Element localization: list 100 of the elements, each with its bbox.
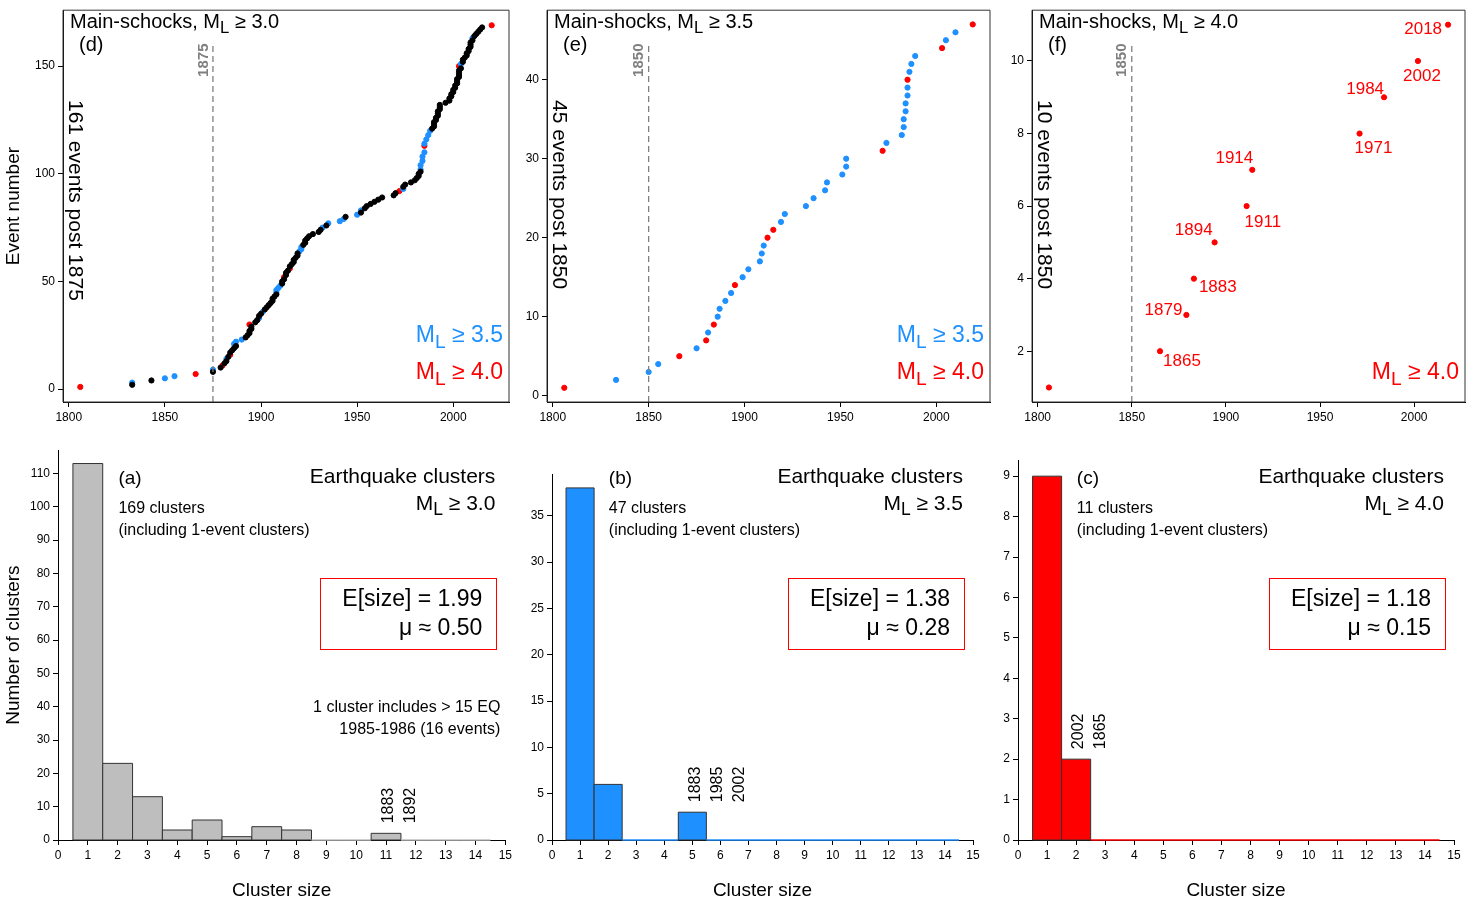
- x-tick-label: 15: [1447, 847, 1461, 862]
- x-tick-label: 9: [323, 847, 331, 862]
- x-tick-label: 8: [293, 847, 301, 862]
- annotation: E[size] = 1.18: [1291, 585, 1431, 612]
- annotation: 1892: [401, 787, 419, 824]
- y-tick-label: 0: [532, 387, 540, 402]
- annotation: 1985-1986 (16 events): [339, 720, 501, 738]
- y-tick-label: 4: [1003, 670, 1011, 685]
- x-tick-label: 1950: [827, 409, 855, 424]
- x-tick-label: 4: [1130, 847, 1138, 862]
- y-tick-label: 0: [1003, 832, 1011, 847]
- text: M$_{L}$ ≥ 3.5: [883, 491, 963, 520]
- y-tick-label: 20: [530, 647, 545, 661]
- x-tick-label: 11: [1331, 847, 1345, 862]
- annotation: 161 events post 1875: [65, 100, 89, 301]
- x-tick-label: 14: [938, 847, 952, 862]
- text: M$_{L}$ ≥ 3.5: [896, 319, 984, 354]
- annotation: (c): [1076, 467, 1100, 489]
- x-tick-label: 15: [498, 847, 513, 862]
- annotation: (including 1-event clusters): [1076, 521, 1269, 539]
- annotation: 1883: [685, 766, 703, 803]
- y-tick-label: 6: [1017, 198, 1025, 213]
- y-tick-label: 10: [36, 799, 51, 813]
- y-tick-label: 5: [1003, 630, 1011, 645]
- y-tick-label: 1: [1003, 791, 1011, 806]
- x-tick-label: 8: [773, 847, 781, 862]
- x-axis-title: Cluster size: [712, 878, 813, 900]
- ref-line-label: 1850: [1112, 43, 1130, 77]
- annotation: 2002: [729, 766, 747, 803]
- y-tick-label: 15: [530, 693, 545, 708]
- x-axis-title: Cluster size: [232, 878, 332, 900]
- x-tick-label: 1: [84, 847, 92, 862]
- y-tick-label: 2: [1017, 343, 1025, 358]
- annotation: (b): [608, 467, 633, 489]
- annotation: 1865: [1163, 350, 1201, 370]
- y-tick-label: 10: [525, 309, 540, 323]
- annotation: 1971: [1354, 138, 1393, 158]
- x-tick-label: 14: [1418, 847, 1432, 862]
- text: M$_{L}$ ≥ 4.0: [1364, 491, 1444, 520]
- y-tick-label: 0: [537, 832, 545, 847]
- annotation: 2002: [1403, 65, 1441, 85]
- text: M$_{L}$ ≥ 3.5: [415, 319, 503, 354]
- x-tick-label: 3: [1101, 847, 1109, 862]
- x-tick-label: 9: [801, 847, 809, 862]
- annotation: 1911: [1244, 211, 1282, 231]
- annotation: 11 clusters: [1076, 499, 1154, 517]
- annotation: E[size] = 1.99: [342, 585, 483, 612]
- text: M$_{L}$ ≥ 3.0: [415, 491, 496, 520]
- annotation: (d): [79, 33, 104, 55]
- y-tick-label: 0: [43, 832, 51, 847]
- y-tick-label: 150: [34, 58, 56, 73]
- x-tick-label: 2000: [439, 409, 467, 424]
- x-tick-label: 11: [854, 847, 868, 862]
- annotation: 2018: [1404, 19, 1443, 39]
- annotation: (f): [1048, 33, 1067, 55]
- x-tick-label: 1800: [55, 409, 83, 424]
- x-tick-label: 1800: [1024, 409, 1052, 424]
- annotation: μ ≈ 0.28: [866, 614, 950, 641]
- y-tick-label: 4: [1017, 270, 1025, 285]
- x-tick-label: 1850: [635, 409, 663, 424]
- annotation: μ ≈ 0.50: [398, 614, 483, 641]
- y-tick-label: 30: [525, 151, 540, 166]
- y-tick-label: 100: [29, 499, 51, 514]
- y-tick-label: 9: [1003, 468, 1011, 483]
- annotation: (e): [563, 33, 588, 55]
- text-box: E[size] = 1.18 μ ≈ 0.15: [1269, 578, 1446, 650]
- x-tick-label: 1: [576, 847, 584, 862]
- x-tick-label: 1900: [1212, 409, 1240, 424]
- y-tick-label: 100: [34, 166, 56, 181]
- y-tick-label: 10: [530, 739, 545, 754]
- annotation: 10 events post 1850: [1034, 100, 1058, 290]
- x-tick-label: 0: [548, 847, 556, 862]
- text: Earthquake clusters: [309, 464, 496, 488]
- x-tick-label: 2000: [1400, 409, 1428, 424]
- text-box: E[size] = 1.99 μ ≈ 0.50: [320, 578, 498, 650]
- x-tick-label: 1800: [539, 409, 567, 424]
- annotation: μ ≈ 0.15: [1347, 614, 1431, 641]
- x-tick-label: 11: [379, 847, 393, 862]
- text: M$_{L}$ ≥ 4.0: [896, 357, 984, 391]
- x-tick-label: 10: [825, 847, 840, 862]
- y-tick-label: 40: [525, 72, 540, 87]
- y-tick-label: 3: [1003, 711, 1011, 726]
- x-tick-label: 10: [349, 847, 364, 862]
- annotation: E[size] = 1.38: [810, 585, 950, 612]
- annotation: 2002: [1069, 713, 1087, 750]
- x-tick-label: 3: [632, 847, 640, 862]
- y-tick-label: 90: [36, 532, 51, 547]
- x-tick-label: 1850: [151, 409, 179, 424]
- annotation: 1883: [1198, 277, 1237, 297]
- y-tick-label: 30: [36, 732, 51, 747]
- x-tick-label: 12: [1360, 847, 1374, 862]
- x-tick-label: 1900: [247, 409, 275, 424]
- x-tick-label: 8: [1247, 847, 1255, 862]
- x-tick-label: 7: [745, 847, 753, 862]
- x-tick-label: 1950: [1306, 409, 1334, 424]
- y-axis-title: Event number: [1, 146, 23, 266]
- annotation: 1894: [1174, 220, 1213, 240]
- x-tick-label: 1: [1043, 847, 1051, 862]
- x-tick-label: 2: [604, 847, 612, 862]
- y-axis-title: Number of clusters: [1, 565, 23, 725]
